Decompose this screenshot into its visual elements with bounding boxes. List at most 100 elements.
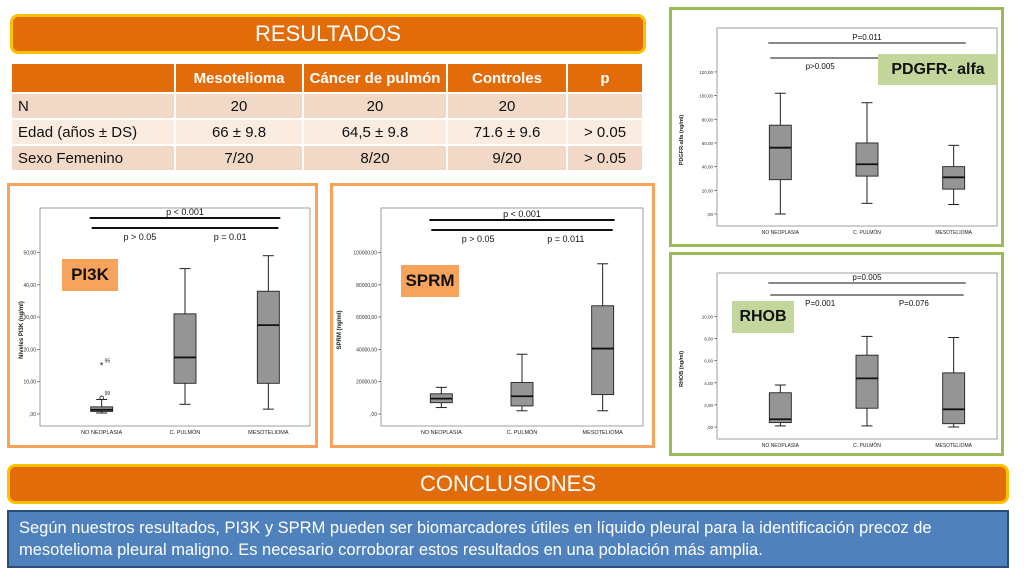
table-cell: 20 [302, 92, 448, 120]
y-tick-label: 40,00 [23, 283, 36, 289]
pi3k-tag: PI3K [62, 259, 118, 291]
table-cell: 7/20 [174, 144, 304, 172]
table-header-cell: Mesotelioma [174, 62, 304, 94]
y-tick-label: ,00 [707, 425, 714, 430]
x-category-label: NO NEOPLASIA [81, 430, 122, 436]
y-tick-label: ,00 [370, 412, 377, 418]
table-cell: 66 ± 9.8 [174, 118, 304, 146]
table-cell: 64,5 ± 9.8 [302, 118, 448, 146]
significance-label: p > 0.05 [462, 234, 495, 244]
table-cell [566, 92, 644, 120]
significance-label: P=0.011 [852, 33, 882, 42]
significance-label: p = 0.011 [547, 234, 584, 244]
y-tick-label: 8,00 [704, 337, 713, 342]
y-tick-label: 10,00 [23, 380, 36, 386]
sprm-boxplot: ,00 20000,00 40000,00 60000,00 80000,00 10000… [337, 207, 644, 436]
y-axis-label: SPRM (ng/ml) [337, 311, 343, 350]
significance-label: p = 0.01 [214, 232, 247, 242]
table-cell: 9/20 [446, 144, 568, 172]
y-tick-label: 60000,00 [356, 315, 377, 321]
y-tick-label: 100000,00 [353, 250, 377, 256]
table-cell: N [10, 92, 176, 120]
y-tick-label: 10,00 [702, 315, 714, 320]
y-tick-label: 120,00 [699, 70, 713, 75]
table-header-cell: Controles [446, 62, 568, 94]
y-axis-label: Niveles PI3K (ng/ml) [19, 301, 25, 359]
table-cell: > 0.05 [566, 118, 644, 146]
table-cell: > 0.05 [566, 144, 644, 172]
x-category-label: MESOTELIOMA [582, 430, 623, 436]
y-tick-label: 20,00 [702, 188, 714, 193]
y-tick-label: 4,00 [704, 381, 713, 386]
outlier-label: 99 [105, 391, 111, 397]
significance-label: P=0.076 [899, 299, 930, 308]
x-category-label: NO NEOPLASIA [421, 430, 462, 436]
results-title: RESULTADOS [255, 21, 401, 46]
x-category-label: MESOTELIOMA [248, 430, 289, 436]
table-cell: 8/20 [302, 144, 448, 172]
table-header-cell: Cáncer de pulmón [302, 62, 448, 94]
rhob-tag: RHOB [732, 301, 794, 333]
plot-frame [716, 272, 998, 440]
conclusion-text: Según nuestros resultados, PI3K y SPRM p… [19, 519, 932, 559]
plot-frame [716, 27, 998, 227]
table-row: Sexo Femenino 7/20 8/20 9/20 > 0.05 [10, 144, 644, 172]
outlier-marker [99, 395, 104, 401]
box [855, 354, 879, 409]
y-tick-label: 40,00 [702, 165, 714, 170]
table-cell: Sexo Femenino [10, 144, 176, 172]
table-cell: 20 [174, 92, 304, 120]
pi3k-boxplot: ,00 10,00 20,00 30,00 40,00 50,00 Niveles PI3K… [19, 207, 311, 436]
y-tick-label: 80000,00 [356, 283, 377, 289]
table-row: Edad (años ± DS) 66 ± 9.8 64,5 ± 9.8 71.… [10, 118, 644, 146]
x-category-label: C. PULMÓN [853, 442, 881, 449]
y-tick-label: 30,00 [23, 315, 36, 321]
pi3k-chart-panel: ,00 10,00 20,00 30,00 40,00 50,00 Niveles PI3K… [7, 183, 318, 448]
table-header-cell: p [566, 62, 644, 94]
significance-label: P=0.001 [805, 299, 836, 308]
box [855, 142, 879, 177]
outlier-marker: * [100, 361, 104, 371]
results-banner: RESULTADOS [10, 14, 646, 54]
y-tick-label: 60,00 [702, 141, 714, 146]
x-category-label: C. PULMÓN [170, 429, 201, 436]
pdgfr-tag: PDGFR- alfa [878, 54, 998, 85]
table-header-row: Mesotelioma Cáncer de pulmón Controles p [10, 62, 644, 94]
rhob-chart-panel: ,00 2,00 4,00 6,00 8,00 10,00 RHOB (ng/ml) NO N… [669, 252, 1004, 456]
conclusions-banner: CONCLUSIONES [7, 464, 1009, 504]
box [768, 124, 792, 181]
significance-label: p=0.005 [852, 273, 882, 282]
table-header-cell [10, 62, 176, 94]
y-axis-label: PDGFR-alfa (ng/ml) [679, 115, 685, 166]
significance-label: p>0.005 [806, 62, 836, 71]
box [591, 305, 615, 396]
y-tick-label: 2,00 [704, 403, 713, 408]
y-tick-label: 6,00 [704, 359, 713, 364]
rhob-boxplot: ,00 2,00 4,00 6,00 8,00 10,00 RHOB (ng/ml) NO N… [679, 272, 998, 449]
y-tick-label: 20000,00 [356, 380, 377, 386]
y-tick-label: ,00 [707, 212, 714, 217]
sprm-chart-panel: ,00 20000,00 40000,00 60000,00 80000,00 10000… [330, 183, 655, 448]
x-category-label: MESOTELIOMA [935, 443, 972, 449]
box [173, 313, 197, 384]
table-row: N 20 20 20 [10, 92, 644, 120]
table-cell: 20 [446, 92, 568, 120]
pdgfr-chart-panel: ,00 20,00 40,00 60,00 80,00 100,00 120,00 PDGFR… [669, 7, 1004, 247]
y-axis-label: RHOB (ng/ml) [679, 351, 685, 387]
box [942, 372, 966, 425]
y-tick-label: 50,00 [23, 250, 36, 256]
significance-label: p > 0.05 [123, 232, 156, 242]
y-tick-label: 100,00 [699, 94, 713, 99]
significance-label: p < 0.001 [503, 209, 541, 219]
box [768, 392, 792, 424]
x-category-label: NO NEOPLASIA [762, 230, 800, 236]
y-tick-label: 40000,00 [356, 347, 377, 353]
sprm-tag: SPRM [401, 265, 459, 297]
table-cell: Edad (años ± DS) [10, 118, 176, 146]
y-tick-label: 20,00 [23, 347, 36, 353]
box [256, 290, 280, 384]
significance-label: p < 0.001 [166, 207, 204, 217]
table-cell: 71.6 ± 9.6 [446, 118, 568, 146]
pdgfr-boxplot: ,00 20,00 40,00 60,00 80,00 100,00 120,00 PDGFR… [679, 27, 998, 236]
y-tick-label: ,00 [29, 412, 36, 418]
